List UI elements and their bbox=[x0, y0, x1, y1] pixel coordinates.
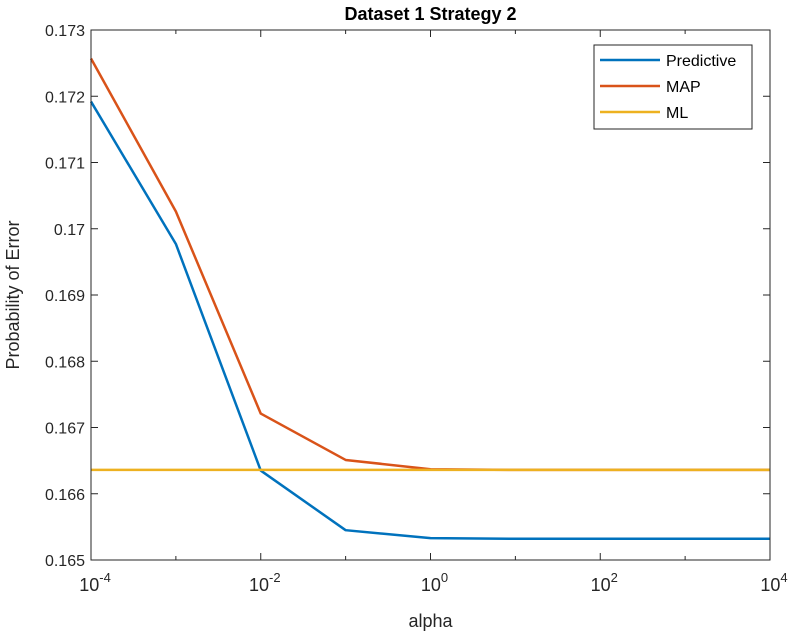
x-tick-label: 102 bbox=[591, 570, 618, 595]
series-layer bbox=[89, 57, 770, 541]
y-tick-label: 0.172 bbox=[45, 89, 85, 106]
x-axis-label: alpha bbox=[408, 611, 453, 631]
legend-label-ml: ML bbox=[666, 105, 688, 122]
x-tick-label: 100 bbox=[421, 570, 448, 595]
legend-label-map: MAP bbox=[666, 79, 701, 96]
y-axis-label: Probability of Error bbox=[3, 220, 23, 369]
y-tick-label: 0.17 bbox=[54, 222, 85, 239]
plot-frame bbox=[90, 29, 771, 561]
tick-labels: 10-4 10-2 100 102 104 0.165 0.166 0.167 0.168 0.1… bbox=[45, 23, 788, 595]
legend-label-predictive: Predictive bbox=[666, 53, 736, 70]
y-tick-label: 0.173 bbox=[45, 23, 85, 40]
x-tick-label: 104 bbox=[760, 570, 787, 595]
x-tick-label: 10-2 bbox=[249, 570, 281, 595]
y-tick-label: 0.167 bbox=[45, 421, 85, 438]
chart-title: Dataset 1 Strategy 2 bbox=[344, 4, 516, 24]
legend: Predictive MAP ML bbox=[593, 44, 753, 130]
x-tick-label: 10-4 bbox=[79, 570, 111, 595]
series-line-predictive bbox=[89, 100, 770, 541]
y-tick-label: 0.169 bbox=[45, 288, 85, 305]
y-tick-label: 0.165 bbox=[45, 553, 85, 570]
y-tick-label: 0.166 bbox=[45, 487, 85, 504]
y-tick-label: 0.168 bbox=[45, 354, 85, 371]
y-tick-label: 0.171 bbox=[45, 156, 85, 173]
